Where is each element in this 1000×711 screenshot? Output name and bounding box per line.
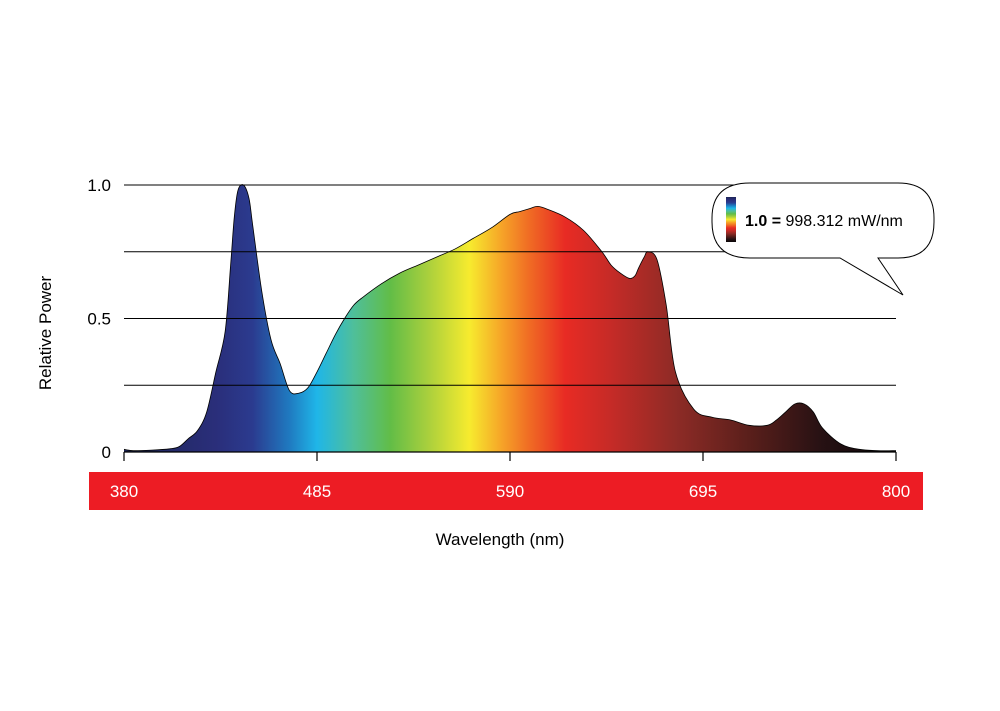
x-tick-label: 380 [110,482,138,501]
wavelength-band [89,472,923,510]
x-tick-label: 590 [496,482,524,501]
spectrum-outline [123,184,897,452]
x-tick-label: 800 [882,482,910,501]
legend-callout: 1.0 = 998.312 mW/nm [711,182,935,296]
y-tick-label: 0 [102,443,111,462]
legend-bubble [711,182,935,296]
x-tick-labels: 380 485 590 695 800 [110,482,910,501]
y-tick-labels: 0 0.5 1.0 [87,176,111,462]
x-axis-title: Wavelength (nm) [436,530,565,549]
x-tick-label: 485 [303,482,331,501]
y-tick-label: 0.5 [87,310,111,329]
legend-color-scale [726,197,736,242]
y-tick-label: 1.0 [87,176,111,195]
y-axis-title: Relative Power [36,275,55,390]
x-tick-marks [123,452,897,461]
x-tick-label: 695 [689,482,717,501]
legend-text: 1.0 = 998.312 mW/nm [745,213,903,230]
legend-value-bold: 1.0 = [745,213,781,230]
legend-value-text: 998.312 mW/nm [781,213,903,230]
